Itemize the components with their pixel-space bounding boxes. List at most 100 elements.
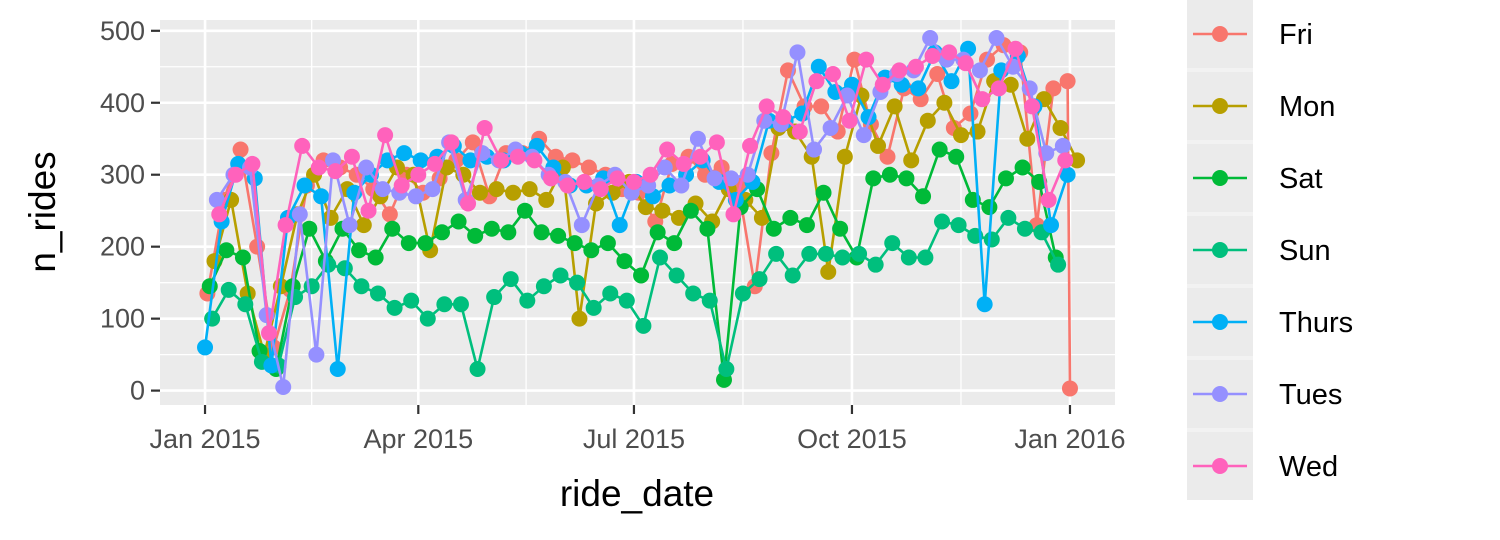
- data-point: [706, 170, 723, 187]
- x-axis-title: ride_date: [560, 473, 714, 514]
- data-point: [886, 98, 903, 115]
- data-point: [1024, 98, 1041, 115]
- data-point: [412, 152, 429, 169]
- data-point: [1016, 220, 1033, 237]
- data-point: [915, 188, 932, 205]
- data-point: [310, 159, 327, 176]
- data-point: [879, 148, 896, 165]
- data-point: [834, 249, 851, 266]
- data-point: [997, 170, 1014, 187]
- data-point: [552, 267, 569, 284]
- data-point: [291, 206, 308, 223]
- data-point: [488, 181, 505, 198]
- data-point: [602, 285, 619, 302]
- data-point: [782, 209, 799, 226]
- data-point: [813, 98, 830, 115]
- data-point: [891, 62, 908, 79]
- data-point: [386, 299, 403, 316]
- data-point: [261, 325, 278, 342]
- data-point: [931, 141, 948, 158]
- data-point: [322, 209, 339, 226]
- legend-label: Tues: [1279, 379, 1342, 411]
- data-point: [370, 285, 387, 302]
- data-point: [313, 188, 330, 205]
- data-point: [336, 260, 353, 277]
- data-point: [611, 217, 628, 234]
- y-tick-label: 300: [100, 160, 145, 190]
- data-point: [929, 65, 946, 82]
- data-point: [211, 206, 228, 223]
- data-point: [407, 188, 424, 205]
- data-point: [218, 242, 235, 259]
- data-point: [571, 310, 588, 327]
- data-point: [609, 170, 626, 187]
- data-point: [204, 310, 221, 327]
- data-point: [659, 141, 676, 158]
- data-point: [649, 224, 666, 241]
- data-point: [301, 220, 318, 237]
- data-point: [822, 119, 839, 136]
- data-point: [907, 58, 924, 75]
- data-point: [1059, 166, 1076, 183]
- data-point: [329, 361, 346, 378]
- data-point: [400, 235, 417, 252]
- data-point: [836, 148, 853, 165]
- data-point: [763, 145, 780, 162]
- data-point: [583, 242, 600, 259]
- data-point: [1019, 130, 1036, 147]
- data-point: [689, 130, 706, 147]
- data-point: [244, 155, 261, 172]
- data-point: [948, 148, 965, 165]
- legend-key-point: [1212, 458, 1228, 474]
- data-point: [791, 123, 808, 140]
- data-point: [1059, 73, 1076, 90]
- data-point: [384, 220, 401, 237]
- data-point: [874, 76, 891, 93]
- data-point: [197, 339, 214, 356]
- legend-label: Wed: [1279, 451, 1338, 483]
- x-tick-label: Jan 2016: [1014, 424, 1125, 454]
- data-point: [654, 202, 671, 219]
- legend-item-tues: Tues: [1187, 360, 1342, 428]
- data-point: [550, 227, 567, 244]
- data-point: [784, 267, 801, 284]
- data-point: [393, 177, 410, 194]
- data-point: [476, 119, 493, 136]
- data-point: [798, 217, 815, 234]
- data-point: [616, 253, 633, 270]
- data-point: [486, 289, 503, 306]
- data-point: [220, 281, 237, 298]
- data-point: [881, 166, 898, 183]
- legend-key-point: [1212, 386, 1228, 402]
- data-point: [832, 220, 849, 237]
- data-point: [981, 199, 998, 216]
- data-point: [462, 152, 479, 169]
- data-point: [682, 202, 699, 219]
- legend-item-thurs: Thurs: [1187, 288, 1353, 356]
- data-point: [952, 127, 969, 144]
- data-point: [277, 217, 294, 234]
- legend-key-point: [1212, 170, 1228, 186]
- data-point: [533, 224, 550, 241]
- data-point: [801, 245, 818, 262]
- series-wed: [211, 40, 1074, 342]
- series-line-tues: [215, 36, 1064, 389]
- data-point: [1040, 191, 1057, 208]
- legend-label: Thurs: [1279, 307, 1353, 339]
- data-point: [502, 271, 519, 288]
- data-point: [725, 206, 742, 223]
- data-point: [900, 249, 917, 266]
- data-point: [855, 127, 872, 144]
- data-point: [559, 177, 576, 194]
- y-tick-label: 500: [100, 16, 145, 46]
- legend-key-point: [1212, 98, 1228, 114]
- data-point: [377, 127, 394, 144]
- data-point: [765, 220, 782, 237]
- data-point: [941, 44, 958, 61]
- data-point: [841, 112, 858, 129]
- data-point: [820, 263, 837, 280]
- data-point: [1014, 159, 1031, 176]
- data-point: [652, 249, 669, 266]
- data-point: [808, 73, 825, 90]
